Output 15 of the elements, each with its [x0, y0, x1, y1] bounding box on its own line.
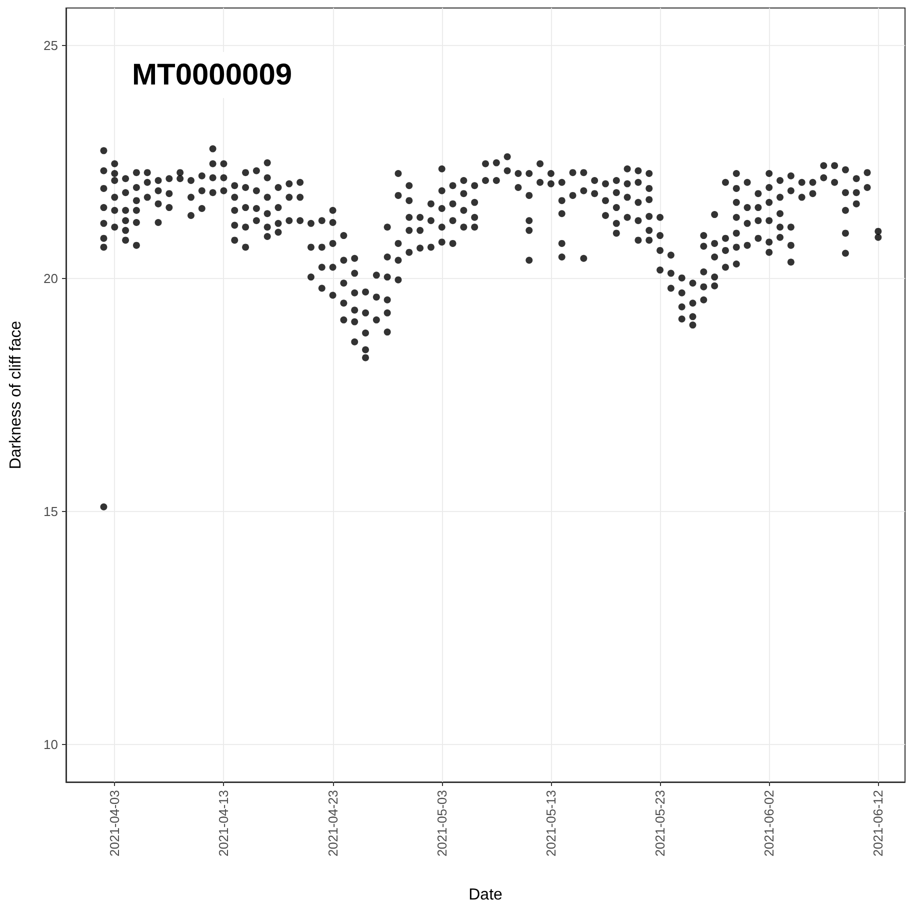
- x-tick-label: 2021-05-23: [652, 790, 668, 856]
- y-tick-label: 20: [44, 270, 58, 286]
- x-tick-label: 2021-04-13: [216, 790, 232, 856]
- x-tick-label: 2021-05-03: [434, 790, 450, 856]
- y-tick-label: 10: [44, 737, 58, 752]
- y-axis-title: Darkness of cliff face: [8, 320, 24, 470]
- y-tick-label: 15: [44, 504, 58, 520]
- text: MT0000009: [132, 58, 292, 92]
- x-tick-label: 2021-06-02: [762, 790, 777, 856]
- x-tick-label: 2021-05-13: [543, 790, 558, 856]
- x-tick-label: 2021-04-23: [325, 790, 340, 856]
- x-tick-label: 2021-06-12: [870, 790, 886, 856]
- x-axis-title: Date: [468, 886, 502, 904]
- y-tick-label: 25: [44, 38, 58, 53]
- x-tick-label: 2021-04-03: [107, 790, 122, 856]
